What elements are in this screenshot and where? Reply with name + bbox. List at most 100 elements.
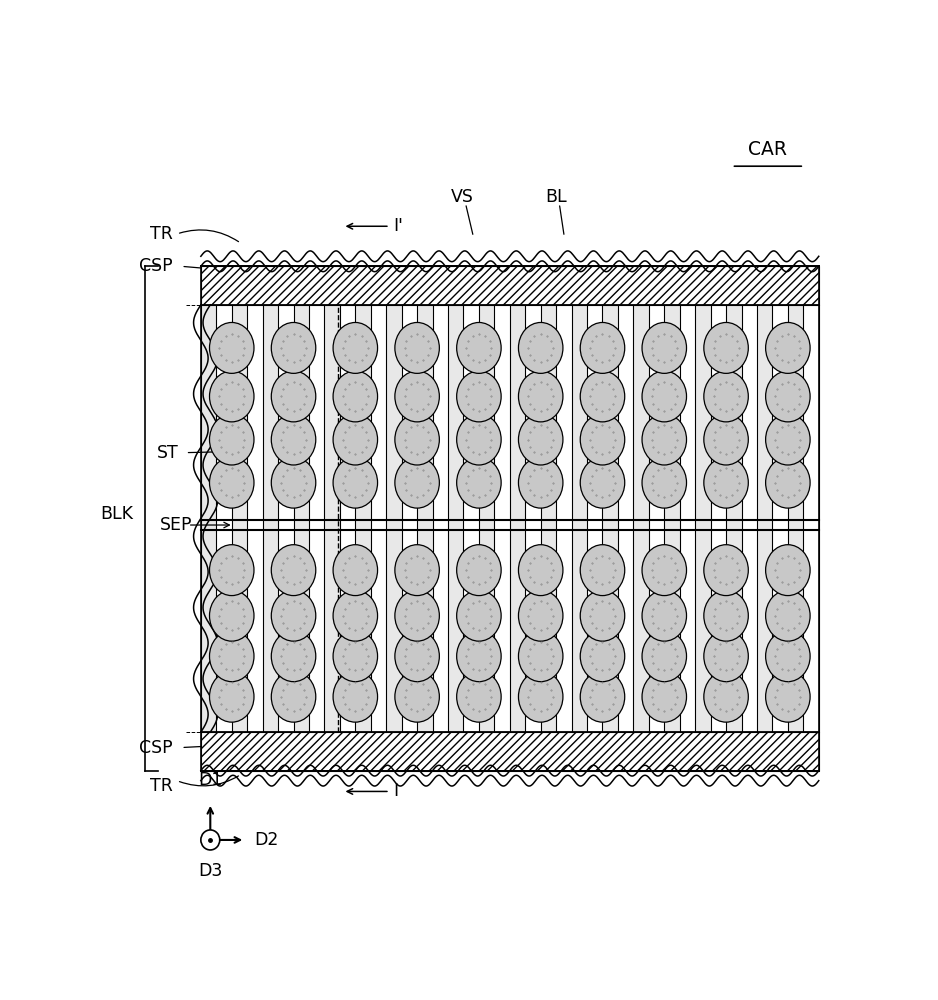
Ellipse shape: [519, 371, 563, 422]
Text: SEP: SEP: [159, 516, 192, 534]
Bar: [695, 305, 711, 732]
Bar: [803, 305, 819, 732]
Bar: [757, 305, 772, 732]
Bar: [248, 305, 263, 732]
Ellipse shape: [209, 457, 254, 508]
Text: D1: D1: [198, 771, 222, 789]
Ellipse shape: [765, 414, 810, 465]
Ellipse shape: [704, 322, 749, 373]
Ellipse shape: [765, 590, 810, 641]
Ellipse shape: [395, 590, 439, 641]
Ellipse shape: [581, 322, 625, 373]
Ellipse shape: [395, 545, 439, 596]
Ellipse shape: [271, 457, 316, 508]
Ellipse shape: [704, 414, 749, 465]
Text: CAR: CAR: [749, 140, 787, 159]
Bar: [201, 732, 819, 771]
Bar: [711, 305, 726, 732]
Bar: [356, 305, 371, 732]
Ellipse shape: [519, 671, 563, 722]
Text: CSP: CSP: [139, 739, 173, 757]
Ellipse shape: [765, 322, 810, 373]
Ellipse shape: [581, 414, 625, 465]
Bar: [201, 266, 819, 771]
Ellipse shape: [457, 545, 501, 596]
Ellipse shape: [519, 322, 563, 373]
Bar: [340, 305, 356, 732]
Ellipse shape: [581, 590, 625, 641]
Bar: [540, 305, 556, 732]
Bar: [201, 266, 819, 305]
Ellipse shape: [395, 322, 439, 373]
Bar: [772, 305, 788, 732]
Bar: [494, 305, 509, 732]
Ellipse shape: [209, 322, 254, 373]
Ellipse shape: [333, 545, 378, 596]
Bar: [571, 305, 587, 732]
Ellipse shape: [704, 590, 749, 641]
Text: BL: BL: [546, 188, 567, 206]
Ellipse shape: [395, 631, 439, 682]
Bar: [325, 305, 340, 732]
Bar: [788, 305, 803, 732]
Ellipse shape: [642, 590, 687, 641]
Bar: [633, 305, 649, 732]
Ellipse shape: [457, 590, 501, 641]
Circle shape: [201, 830, 219, 850]
Ellipse shape: [642, 414, 687, 465]
Ellipse shape: [765, 545, 810, 596]
Ellipse shape: [395, 671, 439, 722]
Ellipse shape: [642, 371, 687, 422]
Text: TR: TR: [150, 777, 173, 795]
Ellipse shape: [519, 545, 563, 596]
Ellipse shape: [704, 545, 749, 596]
Bar: [602, 305, 618, 732]
Ellipse shape: [581, 371, 625, 422]
Text: D3: D3: [198, 862, 222, 880]
Ellipse shape: [333, 322, 378, 373]
Ellipse shape: [271, 322, 316, 373]
Bar: [309, 305, 325, 732]
Ellipse shape: [704, 671, 749, 722]
Ellipse shape: [209, 371, 254, 422]
Ellipse shape: [519, 414, 563, 465]
Bar: [278, 305, 294, 732]
Text: VS: VS: [451, 188, 474, 206]
Bar: [664, 305, 680, 732]
Text: ST: ST: [158, 444, 179, 462]
Bar: [232, 305, 248, 732]
Ellipse shape: [765, 671, 810, 722]
Ellipse shape: [704, 371, 749, 422]
Ellipse shape: [519, 457, 563, 508]
Ellipse shape: [209, 590, 254, 641]
Ellipse shape: [271, 590, 316, 641]
Ellipse shape: [333, 371, 378, 422]
Text: BLK: BLK: [100, 505, 133, 523]
Bar: [201, 732, 819, 771]
Ellipse shape: [765, 371, 810, 422]
Ellipse shape: [209, 671, 254, 722]
Ellipse shape: [642, 631, 687, 682]
Ellipse shape: [209, 545, 254, 596]
Ellipse shape: [333, 414, 378, 465]
Ellipse shape: [457, 671, 501, 722]
Bar: [556, 305, 571, 732]
Bar: [479, 305, 494, 732]
Ellipse shape: [271, 631, 316, 682]
Ellipse shape: [333, 590, 378, 641]
Ellipse shape: [457, 631, 501, 682]
Bar: [742, 305, 757, 732]
Bar: [294, 305, 309, 732]
Ellipse shape: [642, 322, 687, 373]
Ellipse shape: [457, 457, 501, 508]
Ellipse shape: [209, 631, 254, 682]
Bar: [432, 305, 448, 732]
Ellipse shape: [581, 671, 625, 722]
Ellipse shape: [271, 414, 316, 465]
Ellipse shape: [581, 457, 625, 508]
Ellipse shape: [581, 545, 625, 596]
Text: D2: D2: [254, 831, 279, 849]
Bar: [401, 305, 417, 732]
Ellipse shape: [642, 671, 687, 722]
Text: I: I: [393, 782, 399, 800]
